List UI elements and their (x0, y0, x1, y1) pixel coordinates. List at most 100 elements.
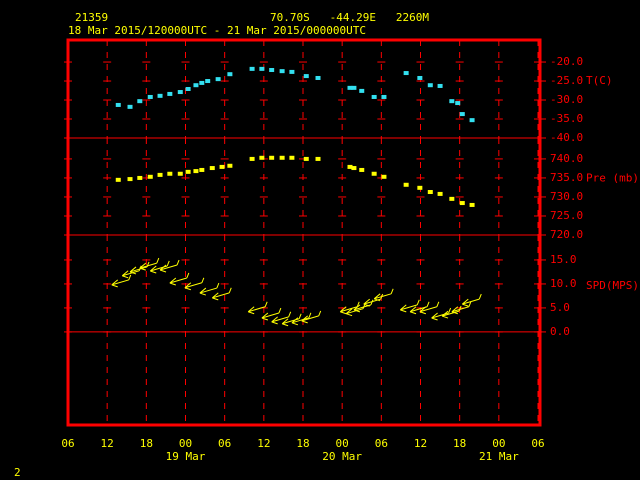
wind-arrow (345, 303, 366, 317)
point (167, 171, 173, 176)
y-tick-label: 0.0 (550, 325, 570, 338)
y-tick-label: -25.0 (550, 74, 583, 87)
y-tick-label: 725.0 (550, 209, 583, 222)
date-label: 19 Mar (166, 450, 206, 463)
x-tick-label: 18 (453, 437, 466, 450)
x-tick-label: 06 (531, 437, 544, 450)
point (157, 172, 163, 177)
point (157, 93, 163, 98)
wind-arrow (247, 301, 268, 315)
point (269, 68, 275, 73)
point (347, 164, 353, 169)
point (455, 101, 461, 106)
wind-arrow (211, 287, 232, 301)
y-axis-label: SPD(MPS) (586, 279, 639, 292)
point (269, 155, 275, 160)
x-tick-label: 00 (492, 437, 505, 450)
wind-arrow (261, 307, 282, 321)
wind-arrow (419, 301, 440, 315)
point (469, 118, 475, 123)
plot-frame (66, 38, 542, 427)
point (437, 83, 443, 88)
point (427, 83, 433, 88)
x-tick-label: 06 (61, 437, 74, 450)
date-label: 20 Mar (322, 450, 362, 463)
point (199, 80, 205, 85)
date-label: 21 Mar (479, 450, 519, 463)
wind-arrow (363, 293, 384, 307)
point (227, 163, 233, 168)
point (403, 71, 409, 76)
point (417, 75, 423, 80)
point (279, 69, 285, 74)
point (205, 79, 211, 84)
wind-arrow (281, 313, 302, 327)
x-tick-label: 12 (257, 437, 270, 450)
point (371, 171, 377, 176)
point (381, 174, 387, 179)
station-location: 70.70S -44.29E 2260M (270, 11, 429, 24)
point (185, 87, 191, 91)
y-tick-label: 10.0 (550, 277, 577, 290)
wind-arrow (373, 288, 394, 302)
x-tick-label: 00 (179, 437, 192, 450)
wind-arrow (301, 310, 322, 324)
y-tick-label: -30.0 (550, 93, 583, 106)
point (177, 90, 183, 95)
point (147, 94, 153, 99)
wind-arrow (169, 272, 190, 286)
wind-arrow (121, 265, 142, 279)
y-tick-label: -20.0 (550, 55, 583, 68)
point (359, 167, 365, 172)
point (371, 94, 377, 99)
point (193, 83, 199, 88)
point (289, 155, 295, 160)
x-tick-label: 18 (140, 437, 153, 450)
y-axis-label: T(C) (586, 74, 613, 87)
y-tick-label: 720.0 (550, 228, 583, 241)
wind-arrow (184, 277, 205, 291)
wind-arrow (129, 261, 150, 275)
point (359, 88, 365, 93)
point (127, 177, 133, 182)
point (167, 91, 173, 96)
y-axis-label: Pre (mb) (586, 172, 639, 185)
point (193, 169, 199, 174)
point (417, 185, 423, 190)
wind-arrow (291, 312, 312, 326)
point (209, 166, 215, 171)
point (215, 77, 221, 82)
wind-arrow (409, 301, 430, 315)
y-tick-label: 730.0 (550, 190, 583, 203)
y-tick-label: 5.0 (550, 301, 570, 314)
y-tick-label: 15.0 (550, 253, 577, 266)
point (315, 75, 321, 80)
point (449, 196, 455, 201)
point (259, 155, 265, 160)
point (459, 112, 465, 117)
point (279, 155, 285, 160)
point (449, 99, 455, 104)
wind-arrow (159, 259, 180, 273)
point (147, 174, 153, 179)
wind-arrow (441, 305, 462, 319)
x-tick-label: 12 (101, 437, 114, 450)
station-id: 21359 (75, 11, 108, 24)
x-tick-label: 06 (375, 437, 388, 450)
wind-arrow (451, 301, 472, 315)
x-tick-label: 00 (336, 437, 349, 450)
point (427, 190, 433, 195)
point (403, 182, 409, 187)
wind-arrow (399, 299, 420, 313)
wind-arrow (431, 307, 452, 321)
point (249, 66, 255, 71)
wind-arrow (339, 301, 360, 315)
point (249, 156, 255, 161)
point (315, 156, 321, 161)
point (381, 94, 387, 99)
point (351, 166, 357, 171)
point (303, 156, 309, 161)
point (351, 85, 357, 90)
